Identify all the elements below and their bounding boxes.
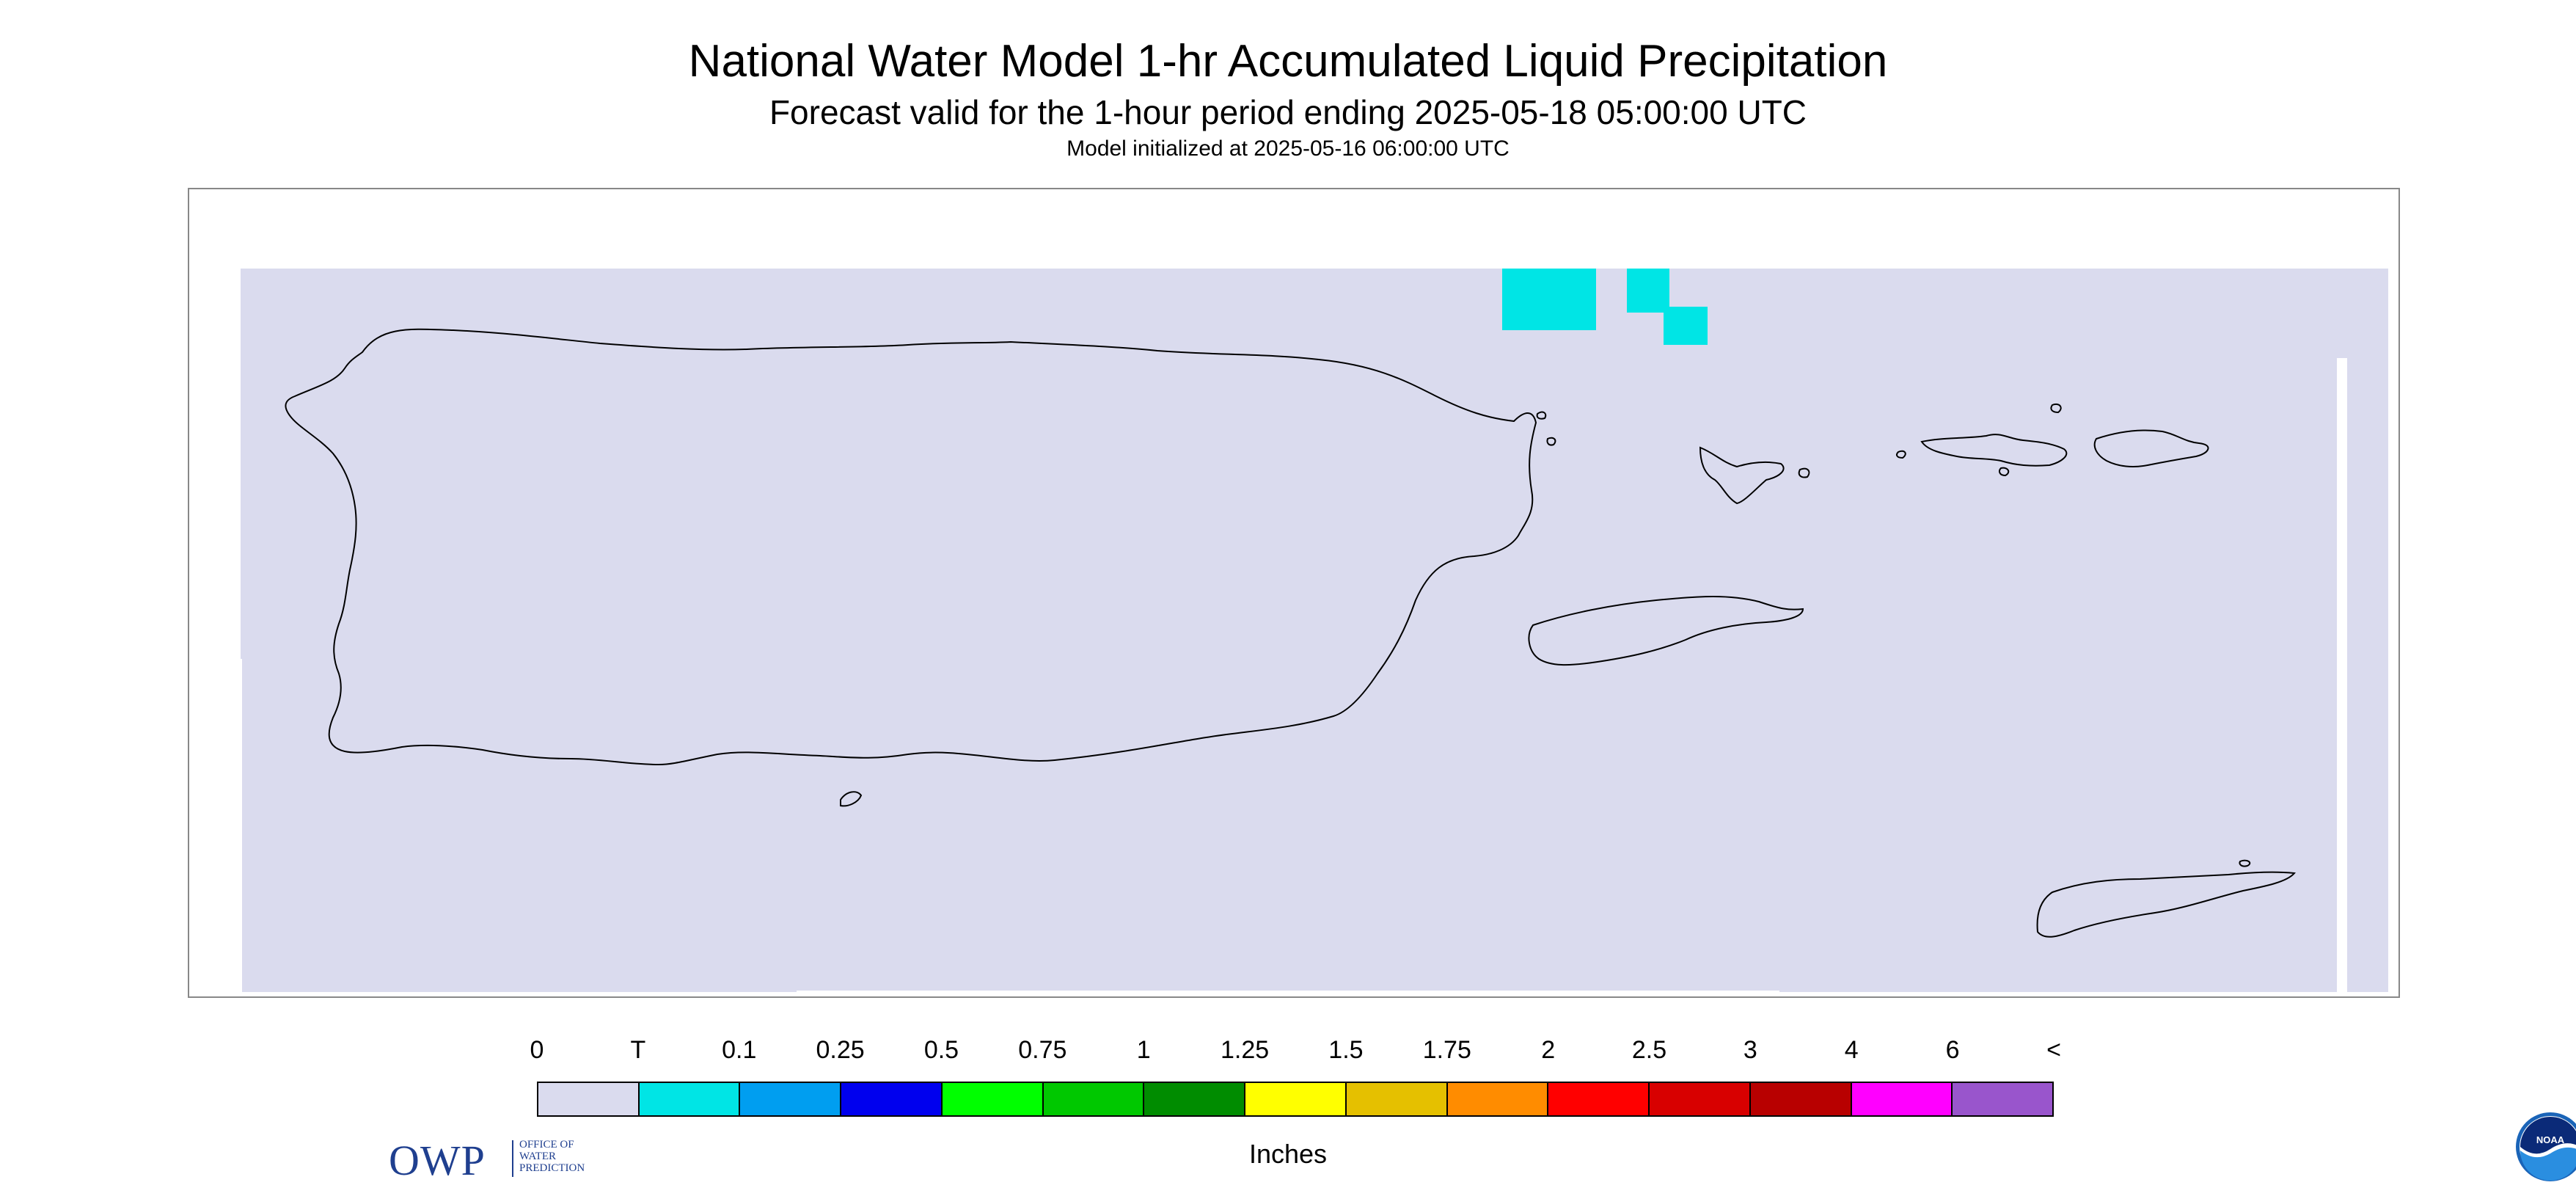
- islet-coastline: [2239, 859, 2251, 867]
- colorbar-swatch: [1144, 1083, 1246, 1115]
- owp-logo-mark: OWP: [389, 1137, 486, 1184]
- islet-coastline: [1798, 467, 1810, 478]
- precip-cell: [1627, 269, 1669, 313]
- legend-label: 2.5: [1631, 1036, 1667, 1064]
- colorbar-swatch: [1851, 1083, 1953, 1115]
- legend-label: 0.75: [1018, 1036, 1067, 1064]
- owp-logo: OWP OFFICE OF WATER PREDICTION: [389, 1136, 631, 1184]
- precip-map: [235, 269, 2388, 996]
- islet-coastline: [1896, 450, 1906, 459]
- owp-logo-line: OFFICE OF: [519, 1139, 574, 1151]
- colorbar-swatch: [942, 1083, 1044, 1115]
- map-subtitle: Forecast valid for the 1-hour period end…: [769, 93, 1807, 131]
- legend-label: 3: [1743, 1036, 1757, 1064]
- legend-label: 2: [1541, 1036, 1556, 1064]
- legend-label: 1.75: [1422, 1036, 1471, 1064]
- legend-label: 4: [1844, 1036, 1859, 1064]
- legend-units-label: Inches: [1248, 1139, 1328, 1169]
- noaa-logo: NOAA: [2516, 1112, 2576, 1181]
- legend-label: <: [2046, 1036, 2061, 1064]
- domain-gap-right: [2337, 358, 2347, 996]
- colorbar-swatch: [1953, 1083, 2053, 1115]
- precip-cell: [1502, 269, 1596, 330]
- colorbar-swatch: [1043, 1083, 1145, 1115]
- colorbar-swatch: [740, 1083, 842, 1115]
- culebra-coastline: [1699, 446, 1785, 505]
- colorbar-swatch: [1447, 1083, 1549, 1115]
- legend-label: 6: [1945, 1036, 1960, 1064]
- legend-label: T: [630, 1036, 646, 1064]
- st-thomas-coastline: [1920, 434, 2068, 467]
- st-john-coastline: [2093, 429, 2209, 467]
- islet-coastline: [1546, 437, 1556, 446]
- colorbar-swatch: [1548, 1083, 1650, 1115]
- legend-labels: 0 T 0.1 0.25 0.5 0.75 1 1.25 1.5 1.75 2 2.5 3 4 6 <: [0, 1036, 2576, 1070]
- domain-gap-bottom: [797, 991, 1779, 996]
- colorbar-swatch: [1346, 1083, 1448, 1115]
- owp-logo-text: OFFICE OF WATER PREDICTION: [519, 1139, 637, 1174]
- owp-logo-line: PREDICTION: [519, 1162, 585, 1174]
- model-domain: [241, 269, 2388, 992]
- model-init-line: Model initialized at 2025-05-16 06:00:00…: [1066, 136, 1510, 161]
- colorbar-swatch: [1650, 1083, 1751, 1115]
- colorbar-swatch: [841, 1083, 943, 1115]
- colorbar-swatch: [639, 1083, 741, 1115]
- colorbar-swatch: [1245, 1083, 1347, 1115]
- islet-coastline: [1536, 411, 1547, 420]
- colorbar-swatch: [538, 1083, 640, 1115]
- vieques-coastline: [1528, 596, 1804, 666]
- islet-coastline: [1999, 467, 2010, 477]
- owp-logo-divider: [512, 1140, 513, 1177]
- owp-logo-line: WATER: [519, 1151, 556, 1162]
- legend-label: 1.25: [1220, 1036, 1270, 1064]
- legend-label: 0: [530, 1036, 544, 1064]
- map-title: National Water Model 1-hr Accumulated Li…: [688, 36, 1888, 87]
- islet-coastline: [2050, 404, 2062, 414]
- legend-label: 1: [1136, 1036, 1151, 1064]
- domain-gap-left: [235, 659, 242, 996]
- st-croix-coastline: [2036, 871, 2296, 938]
- legend-label: 1.5: [1328, 1036, 1364, 1064]
- caja-de-muertos-coastline: [840, 791, 863, 807]
- model-domain-edge: [2337, 277, 2347, 358]
- noaa-logo-text: NOAA: [2536, 1134, 2565, 1145]
- colorbar-swatch: [1750, 1083, 1852, 1115]
- precip-cell: [1664, 307, 1708, 345]
- legend-label: 0.1: [722, 1036, 757, 1064]
- puerto-rico-coastline: [285, 328, 1537, 766]
- legend-label: 0.5: [923, 1036, 959, 1064]
- legend-label: 0.25: [816, 1036, 865, 1064]
- map-frame: OWP OFFICE OF WATER PREDICTION NOAA: [188, 188, 2576, 1184]
- precip-colorbar: [537, 1082, 2054, 1117]
